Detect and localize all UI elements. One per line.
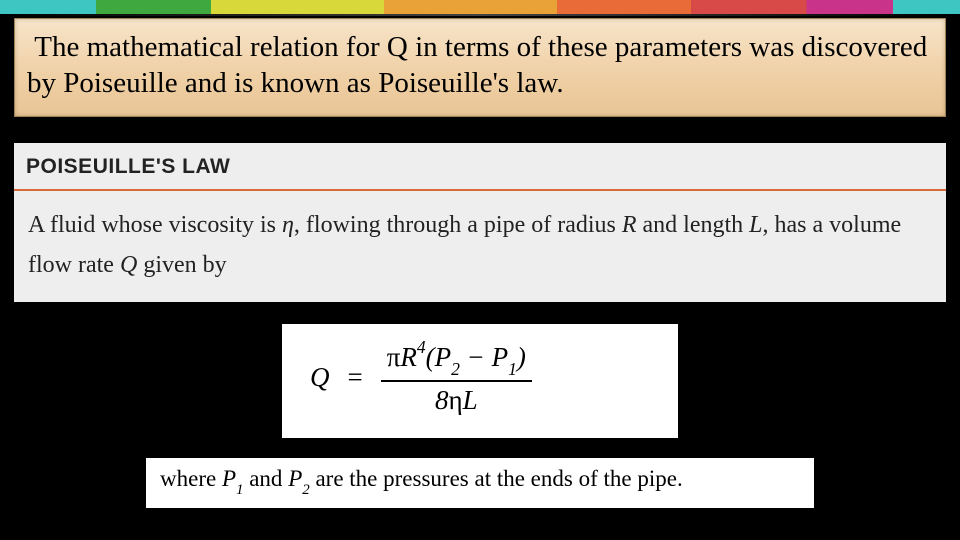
formula-fraction: πR4(P2 − P1) 8ηL <box>381 340 532 416</box>
law-text-5: given by <box>137 252 226 278</box>
symbol-P1: P1 <box>222 466 244 491</box>
poiseuille-law-box: POISEUILLE'S LAW A fluid whose viscosity… <box>14 143 946 303</box>
where-suffix: are the pressures at the ends of the pip… <box>310 466 683 491</box>
formula-numerator: πR4(P2 − P1) <box>381 340 532 380</box>
where-prefix: where <box>160 466 222 491</box>
intro-text-box: The mathematical relation for Q in terms… <box>14 18 946 117</box>
law-body: A fluid whose viscosity is η, flowing th… <box>14 191 946 303</box>
law-text-1: A fluid whose viscosity is <box>28 212 282 238</box>
symbol-P2: P2 <box>288 466 310 491</box>
where-clause-box: where P1 and P2 are the pressures at the… <box>146 458 814 509</box>
symbol-eta: η <box>282 212 294 238</box>
symbol-Q: Q <box>120 252 137 278</box>
formula-lhs: Q <box>310 362 330 393</box>
intro-text: The mathematical relation for Q in terms… <box>27 31 927 99</box>
formula-denominator: 8ηL <box>429 382 484 416</box>
formula-equals: = <box>348 362 363 393</box>
law-text-3: and length <box>637 212 750 238</box>
symbol-L: L <box>749 212 762 238</box>
law-title: POISEUILLE'S LAW <box>14 143 946 191</box>
symbol-R: R <box>622 212 637 238</box>
where-and: and <box>243 466 288 491</box>
law-text-2: , flowing through a pipe of radius <box>294 212 622 238</box>
formula-box: Q = πR4(P2 − P1) 8ηL <box>282 324 678 438</box>
decorative-rainbow-strip <box>0 0 960 14</box>
